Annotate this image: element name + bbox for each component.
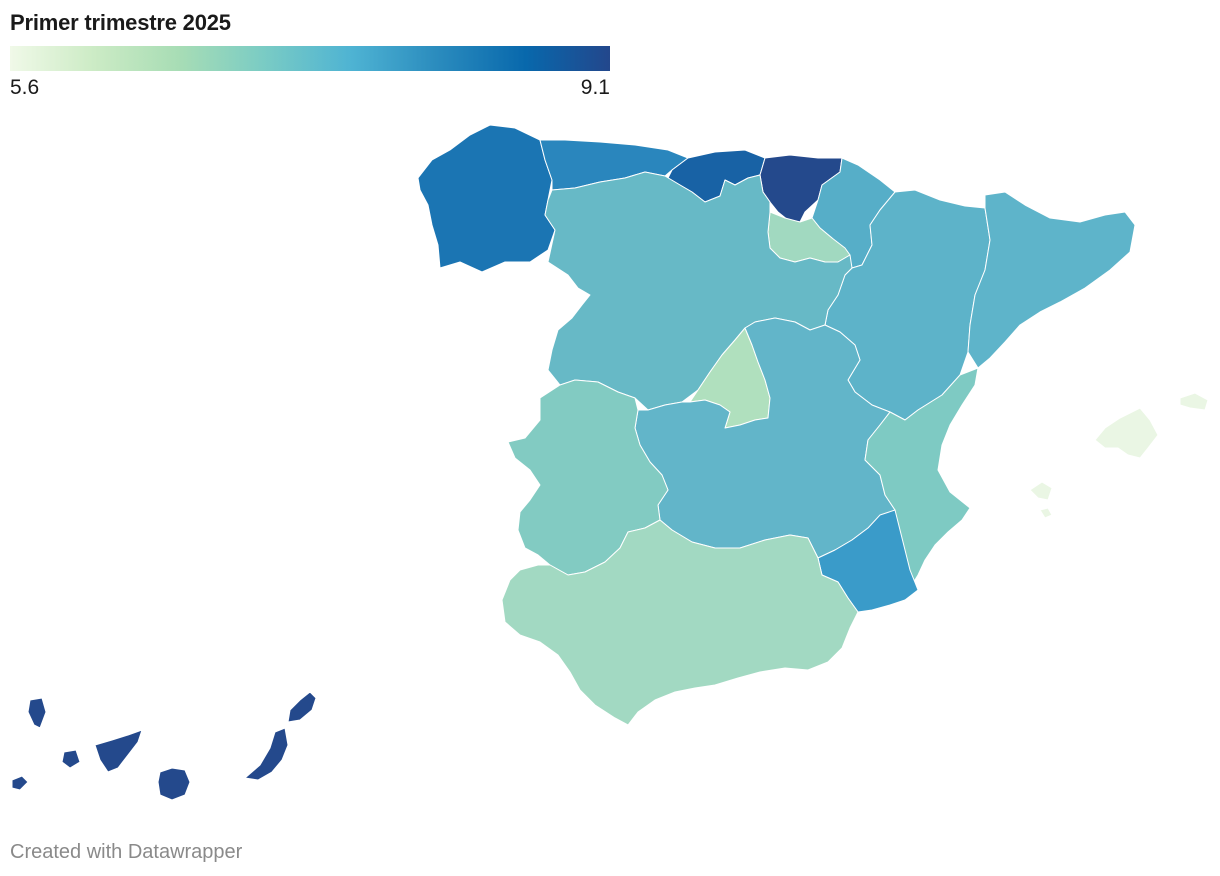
map-title: Primer trimestre 2025 xyxy=(10,10,231,35)
region-galicia[interactable] xyxy=(417,124,556,273)
footer-credit[interactable]: Created with Datawrapper xyxy=(10,841,243,863)
legend-min-label: 5.6 xyxy=(10,76,40,99)
region-cataluna[interactable] xyxy=(967,191,1136,369)
region-canarias[interactable] xyxy=(11,691,317,801)
region-islas-baleares[interactable] xyxy=(1029,392,1209,519)
color-legend-bar xyxy=(10,46,610,71)
legend-max-label: 9.1 xyxy=(580,76,610,99)
region-murcia[interactable] xyxy=(817,509,919,613)
region-andalucia[interactable] xyxy=(501,519,859,726)
